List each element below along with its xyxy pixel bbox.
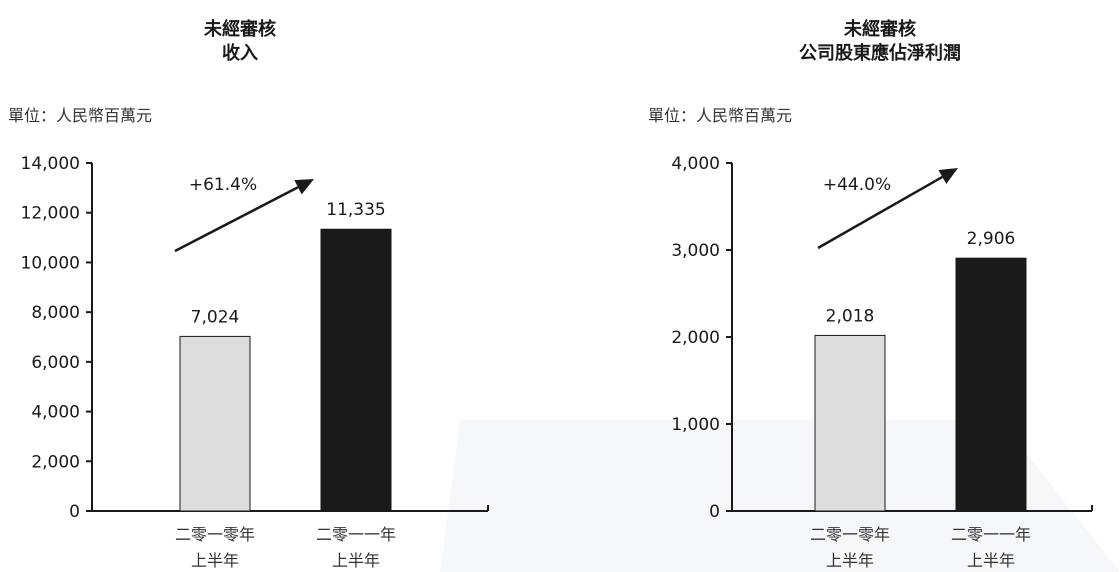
x-category-sublabel: 上半年	[191, 551, 239, 570]
y-tick-label: 12,000	[21, 204, 80, 224]
growth-arrow-head	[294, 179, 314, 195]
y-tick-label: 14,000	[21, 154, 80, 174]
y-tick-label: 4,000	[671, 154, 720, 174]
growth-arrow-line	[174, 186, 299, 253]
x-category-label: 二零一零年	[810, 525, 890, 544]
y-tick-label: 8,000	[31, 303, 80, 323]
revenue-chart-title: 未經審核 收入	[90, 18, 390, 66]
revenue-bar	[320, 228, 392, 512]
revenue-bar	[179, 335, 251, 512]
y-tick-label: 6,000	[31, 353, 80, 373]
revenue-chart-panel: 未經審核 收入 單位：人民幣百萬元 0 2,000 4,000 6,000 8,000 1…	[0, 0, 520, 572]
y-tick-label: 0	[709, 502, 720, 522]
profit-chart-title: 未經審核 公司股東應佔淨利潤	[730, 18, 1030, 66]
profit-chart-panel: 未經審核 公司股東應佔淨利潤 單位：人民幣百萬元 0 1,000 2,000 3,00…	[640, 0, 1120, 572]
x-category-label: 二零一一年	[951, 525, 1031, 544]
y-tick-label: 1,000	[671, 415, 720, 435]
growth-annotation: +61.4%	[189, 175, 257, 195]
y-tick-label: 4,000	[31, 403, 80, 423]
x-category-sublabel: 上半年	[826, 551, 874, 570]
profit-bar	[955, 257, 1027, 512]
profit-value-label: 2,018	[826, 306, 875, 326]
x-category-label: 二零一零年	[175, 525, 255, 544]
profit-title-line1: 未經審核	[844, 19, 916, 40]
y-tick-label: 10,000	[21, 253, 80, 273]
y-tick-label: 0	[69, 502, 80, 522]
profit-unit-label: 單位：人民幣百萬元	[648, 106, 793, 125]
y-tick-label: 3,000	[671, 241, 720, 261]
revenue-value-label: 11,335	[326, 200, 385, 220]
background-watermark	[440, 420, 1120, 572]
revenue-bar-chart: 0 2,000 4,000 6,000 8,000 10,000 12,000 14,000 7…	[21, 154, 489, 570]
profit-value-label: 2,906	[967, 229, 1016, 249]
revenue-title-line2: 收入	[222, 43, 258, 64]
y-tick-label: 2,000	[31, 452, 80, 472]
x-category-sublabel: 上半年	[332, 551, 380, 570]
revenue-value-label: 7,024	[191, 307, 240, 327]
x-category-sublabel: 上半年	[967, 551, 1015, 570]
x-category-label: 二零一一年	[316, 525, 396, 544]
growth-annotation: +44.0%	[823, 175, 891, 195]
growth-arrow-head	[938, 168, 958, 184]
revenue-title-line1: 未經審核	[204, 19, 276, 40]
profit-title-line2: 公司股東應佔淨利潤	[799, 43, 961, 64]
revenue-unit-label: 單位：人民幣百萬元	[8, 106, 153, 125]
profit-bar	[814, 334, 886, 512]
y-tick-label: 2,000	[671, 328, 720, 348]
growth-arrow-line	[817, 175, 943, 250]
